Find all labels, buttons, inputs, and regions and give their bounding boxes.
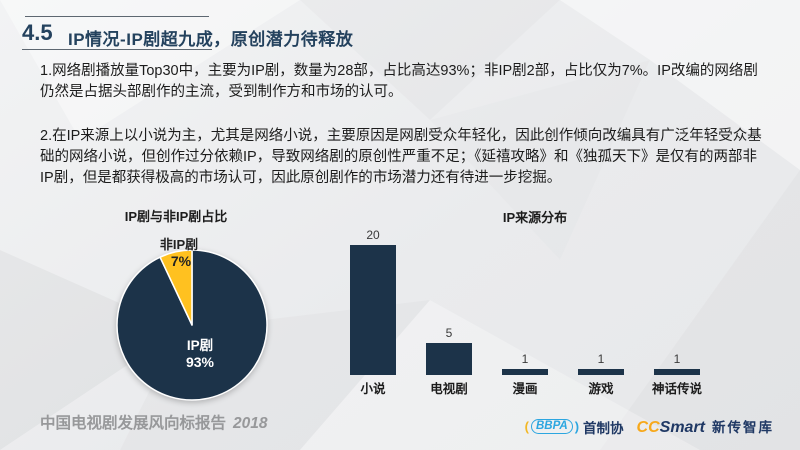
- pie-slice-非IP剧: [159, 249, 193, 326]
- footer-report-title: 中国电视剧发展风向标报告 2018: [40, 411, 268, 433]
- bar: [502, 368, 548, 375]
- footer-logos: (BBPA) 首制协 CC Smart 新传智库: [525, 416, 774, 437]
- bar-item-游戏: 1: [578, 351, 624, 375]
- pie-chart: [116, 249, 268, 401]
- page-title: IP情况-IP剧超九成，原创潜力待释放: [68, 30, 354, 49]
- ccsmart-cc: CC: [636, 419, 660, 436]
- ccsmart-smart: Smart: [659, 419, 705, 436]
- pie-value-non-ip: 7%: [170, 253, 192, 269]
- bar-category-label: 电视剧: [430, 382, 468, 396]
- bar-value-label: 5: [445, 325, 453, 340]
- bar: [654, 368, 700, 375]
- bbpa-bracket-left-icon: (: [524, 419, 529, 434]
- bar: [426, 342, 472, 375]
- bar-item-漫画: 1: [502, 351, 548, 375]
- paragraph-1: 1.网络剧播放量Top30中，主要为IP剧，数量为28部，占比高达93%；非IP…: [40, 63, 758, 100]
- bbpa-org-name: 首制协: [583, 420, 624, 436]
- section-number: 4.5: [22, 20, 53, 45]
- bar-category-label: 漫画: [512, 382, 538, 396]
- pie-label-ip: IP剧: [186, 338, 214, 353]
- bar-value-label: 1: [597, 351, 605, 366]
- bar-chart-title: IP来源分布: [502, 210, 568, 225]
- bar-value-label: 20: [366, 228, 380, 242]
- bar-category-label: 神话传说: [651, 382, 702, 396]
- bbpa-abbr: BBPA: [530, 419, 573, 434]
- bar-value-label: 1: [673, 351, 681, 366]
- body-text: 1.网络剧播放量Top30中，主要为IP剧，数量为28部，占比高达93%；非IP…: [40, 61, 770, 212]
- bar: [350, 245, 396, 375]
- pie-label-non-ip: 非IP剧: [159, 237, 199, 252]
- bar-chart-category-axis: 小说 电视剧 漫画 游戏 神话传说: [345, 378, 725, 396]
- bar-item-小说: 20: [350, 228, 396, 375]
- paragraph-2: 2.在IP来源上以小说为主，尤其是网络小说，主要原因是网剧受众年轻化，因此创作倾…: [40, 128, 762, 186]
- bar-item-神话传说: 1: [654, 351, 700, 375]
- ccsmart-logo: CC Smart 新传智库: [637, 416, 774, 437]
- bar-category-label: 小说: [360, 382, 386, 396]
- ccsmart-org-name: 新传智库: [712, 420, 774, 435]
- bar: [578, 368, 624, 375]
- bbpa-bracket-right-icon: ): [574, 419, 580, 434]
- bar-value-label: 1: [521, 351, 529, 366]
- header-rule-bottom: [22, 49, 212, 50]
- pie-chart-title: IP剧与非IP剧占比: [124, 209, 228, 224]
- bar-chart-plot: 20 5 1 1 1: [345, 225, 725, 375]
- bar-item-电视剧: 5: [426, 325, 472, 375]
- pie-value-ip: 93%: [185, 354, 215, 370]
- report-name: 中国电视剧发展风向标报告: [40, 415, 227, 432]
- bbpa-logo: (BBPA) 首制协: [525, 417, 624, 437]
- report-year: 2018: [233, 415, 268, 432]
- header-rule-top: [25, 16, 209, 17]
- bar-category-label: 游戏: [588, 382, 614, 396]
